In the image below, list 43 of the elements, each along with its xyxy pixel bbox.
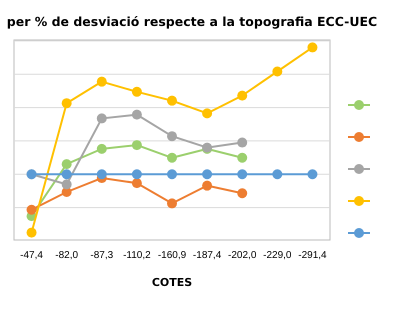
point <box>167 152 177 163</box>
point <box>202 180 212 191</box>
x-tick-label: -160,9 <box>158 250 187 261</box>
point <box>26 204 37 215</box>
x-tick-label: -87,3 <box>90 250 114 261</box>
point <box>62 98 72 108</box>
point <box>132 178 142 188</box>
x-tick-label: -229,0 <box>263 250 292 261</box>
point <box>167 169 177 180</box>
point <box>96 144 107 154</box>
point <box>96 169 107 180</box>
point <box>62 169 72 180</box>
point <box>307 169 318 180</box>
point <box>62 179 72 190</box>
point <box>237 138 248 148</box>
point <box>62 159 72 170</box>
point <box>167 96 177 106</box>
point <box>167 198 177 208</box>
point <box>96 113 107 124</box>
point <box>307 42 318 52</box>
point <box>237 188 248 198</box>
point <box>237 152 248 163</box>
x-tick-label: -47,4 <box>20 250 44 261</box>
x-tick-label: -187,4 <box>192 250 222 261</box>
point <box>132 140 142 150</box>
point <box>167 131 177 142</box>
point <box>96 76 107 87</box>
point <box>202 108 212 118</box>
point <box>272 66 282 77</box>
x-tick-label: -202,0 <box>228 250 257 261</box>
x-tick-label: -82,0 <box>55 250 78 261</box>
chart-title: per % de desviació respecte a la topografia ECC-UEC <box>6 14 378 29</box>
x-tick-label: -291,4 <box>298 250 328 261</box>
point <box>26 228 37 238</box>
point <box>237 169 248 180</box>
point <box>132 110 142 120</box>
point <box>237 90 248 101</box>
point <box>202 169 212 180</box>
x-axis-title: COTES <box>152 276 192 289</box>
x-tick-label: -110,2 <box>123 250 152 261</box>
point <box>132 86 142 97</box>
point <box>272 169 282 180</box>
point <box>132 169 142 180</box>
